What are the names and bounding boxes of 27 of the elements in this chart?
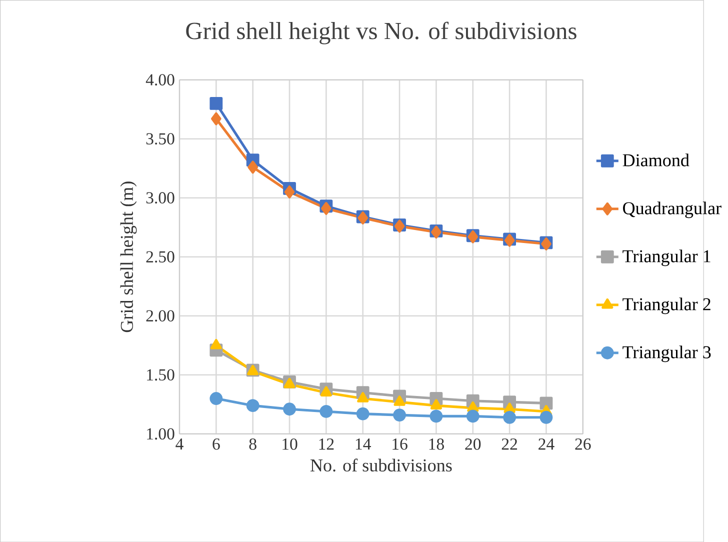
y-axis-title: Grid shell height (m) [120, 182, 137, 332]
x-tick-label: 8 [249, 438, 256, 450]
legend-label: Triangular 3 [622, 346, 711, 362]
y-tick-label: 3.00 [146, 192, 174, 204]
legend-label: Quadrangular [623, 202, 722, 218]
legend-label: Diamond [622, 154, 690, 166]
legend-label: Triangular 1 [622, 250, 710, 266]
x-tick-label: 16 [392, 438, 408, 450]
x-tick-label: 26 [575, 438, 591, 450]
x-tick-label: 22 [502, 438, 518, 450]
x-axis-title: No. of subdivisions [310, 458, 452, 472]
y-tick-label: 1.00 [147, 428, 174, 440]
chart-title: Grid shell height vs No. of subdivisions [186, 22, 576, 44]
y-tick-label: 1.50 [147, 369, 174, 380]
y-tick-label: 2.50 [146, 251, 174, 262]
x-tick-label: 10 [282, 438, 298, 450]
x-tick-label: 4 [176, 438, 184, 450]
legend-label: Triangular 2 [622, 298, 710, 314]
y-tick-label: 2.00 [146, 310, 174, 322]
x-tick-label: 14 [356, 438, 371, 450]
x-tick-label: 20 [465, 438, 481, 450]
x-tick-label: 6 [212, 438, 220, 450]
y-tick-label: 4.00 [146, 74, 174, 86]
y-tick-label: 3.50 [146, 133, 174, 144]
x-tick-label: 12 [319, 438, 334, 450]
x-tick-label: 18 [429, 438, 444, 450]
x-tick-label: 24 [538, 438, 554, 450]
